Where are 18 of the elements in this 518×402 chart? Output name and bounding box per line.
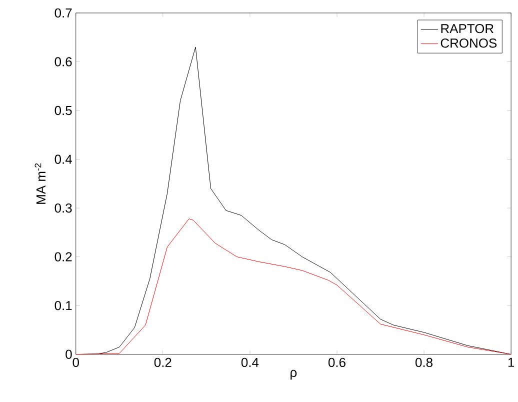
y-tick-label: 0.4: [54, 154, 72, 164]
legend-label: RAPTOR: [441, 24, 494, 34]
x-tick-label: 0.4: [241, 358, 259, 367]
x-tick-label: 1: [508, 358, 514, 367]
y-tick-label: 0.7: [54, 8, 72, 18]
legend-label: CRONOS: [440, 38, 497, 48]
x-axis-title: ρ: [290, 370, 297, 380]
x-tick-label: 0.6: [328, 358, 346, 367]
y-tick-label: 0.5: [54, 106, 72, 115]
x-tick-label: 0.8: [416, 358, 432, 367]
y-tick-label: 0.3: [54, 203, 72, 213]
y-tick-label: 0.1: [54, 300, 72, 310]
y-tick-label: 0: [66, 350, 72, 359]
y-tick-label: 0.6: [54, 57, 72, 66]
x-tick-label: 0: [72, 358, 79, 367]
y-tick-label: 0.2: [54, 252, 72, 262]
x-tick-label: 0.2: [154, 358, 172, 367]
y-axis-title: MA m$^{-2}$: [34, 163, 46, 204]
